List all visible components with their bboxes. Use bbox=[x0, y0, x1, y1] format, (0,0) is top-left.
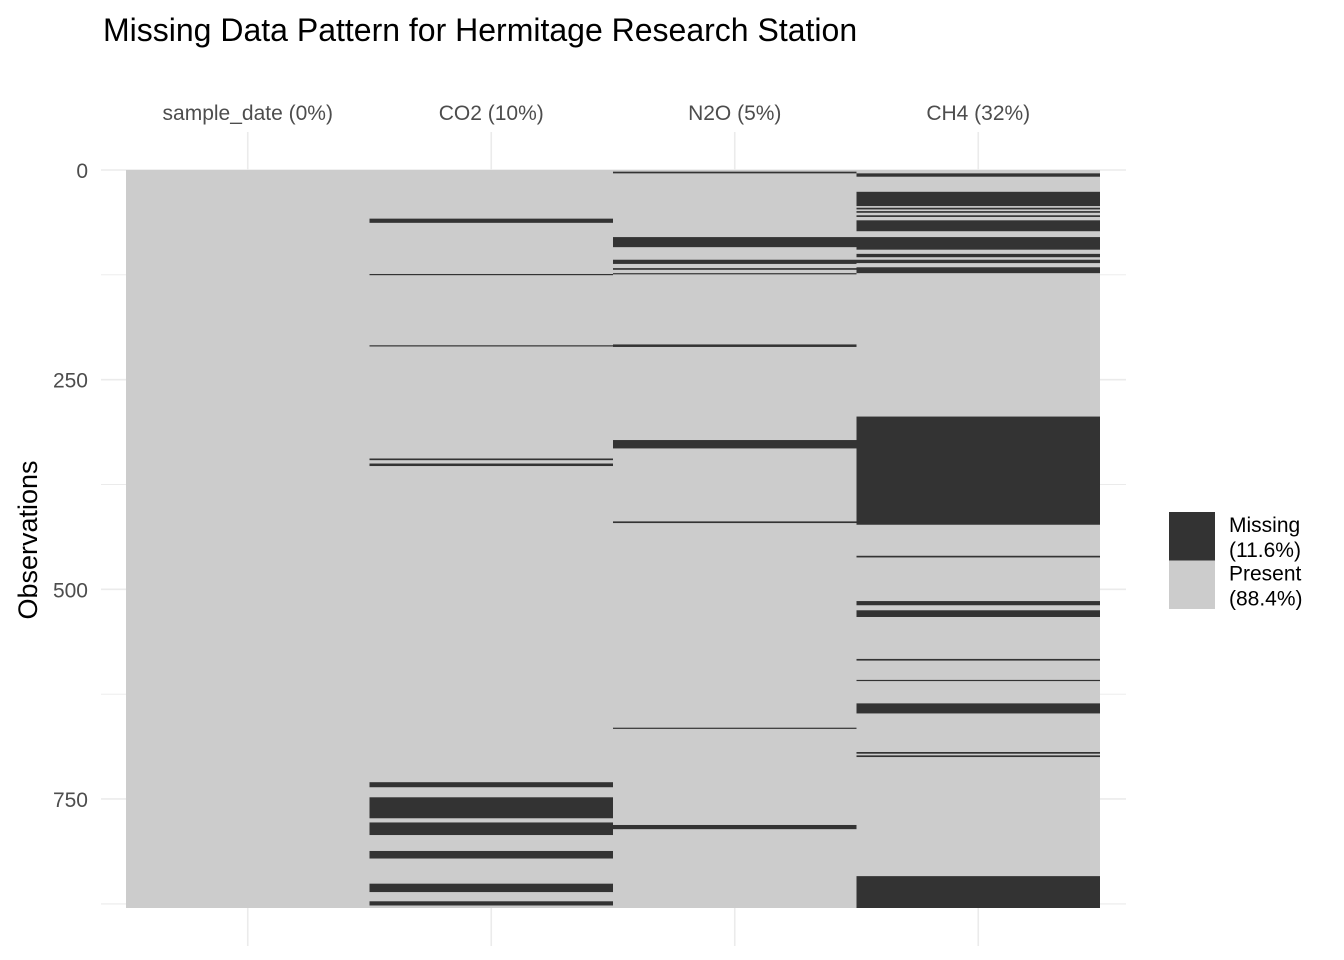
missing-cell-CH4 bbox=[856, 220, 1100, 232]
missing-cell-CH4 bbox=[856, 191, 1100, 207]
y-tick-label: 750 bbox=[53, 789, 88, 812]
missing-cell-CO2 bbox=[369, 782, 613, 788]
legend-key-present bbox=[1169, 560, 1215, 609]
missing-cell-N2O bbox=[613, 727, 857, 729]
missing-cell-N2O bbox=[613, 273, 857, 275]
missing-cell-CH4 bbox=[856, 755, 1100, 758]
missing-cell-CO2 bbox=[369, 463, 613, 467]
chart-title: Missing Data Pattern for Hermitage Resea… bbox=[103, 12, 857, 48]
missing-cell-CO2 bbox=[369, 850, 613, 859]
missing-cell-CH4 bbox=[856, 703, 1100, 714]
missing-cell-CH4 bbox=[856, 215, 1100, 217]
legend-percent-missing: (11.6%) bbox=[1229, 539, 1301, 562]
missing-cell-CH4 bbox=[856, 601, 1100, 606]
missing-cell-CH4 bbox=[856, 679, 1100, 682]
legend-label-present: Present bbox=[1229, 563, 1302, 586]
missing-cell-N2O bbox=[613, 268, 857, 270]
missing-cell-CH4 bbox=[856, 253, 1100, 258]
column-label-CO2: CO2 (10%) bbox=[439, 102, 544, 125]
missing-cell-CH4 bbox=[856, 752, 1100, 754]
legend-key-missing bbox=[1169, 512, 1215, 561]
missing-cell-N2O bbox=[613, 237, 857, 248]
missing-cell-CH4 bbox=[856, 610, 1100, 617]
missing-cell-CO2 bbox=[369, 218, 613, 223]
missing-cell-CH4 bbox=[856, 267, 1100, 274]
y-tick-label: 500 bbox=[53, 579, 88, 602]
missing-cell-N2O bbox=[613, 171, 857, 174]
missing-cell-CH4 bbox=[856, 555, 1100, 558]
missing-cell-N2O bbox=[613, 344, 857, 347]
missing-cell-CH4 bbox=[856, 658, 1100, 661]
present-cell-N2O bbox=[613, 170, 857, 908]
y-tick-label: 0 bbox=[76, 160, 88, 183]
present-cell-sample_date bbox=[126, 170, 370, 908]
heatmap-cells bbox=[126, 170, 1100, 908]
missing-cell-N2O bbox=[613, 440, 857, 449]
missing-cell-CH4 bbox=[856, 416, 1100, 525]
y-tick-label: 250 bbox=[53, 370, 88, 393]
y-axis-title: Observations bbox=[13, 460, 43, 619]
missing-cell-CO2 bbox=[369, 822, 613, 836]
missing-cell-CO2 bbox=[369, 273, 613, 276]
column-label-sample_date: sample_date (0%) bbox=[163, 102, 333, 125]
missing-cell-CH4 bbox=[856, 173, 1100, 177]
present-cell-CH4 bbox=[856, 170, 1100, 908]
legend: Missing(11.6%)Present(88.4%) bbox=[1169, 512, 1303, 611]
missing-cell-CO2 bbox=[369, 345, 613, 347]
legend-percent-present: (88.4%) bbox=[1229, 588, 1303, 611]
missing-cell-CH4 bbox=[856, 259, 1100, 264]
legend-label-missing: Missing bbox=[1229, 514, 1300, 537]
missing-cell-CO2 bbox=[369, 883, 613, 893]
missing-cell-CO2 bbox=[369, 458, 613, 461]
missing-cell-CH4 bbox=[856, 237, 1100, 250]
column-label-N2O: N2O (5%) bbox=[688, 102, 781, 125]
missing-cell-CH4 bbox=[856, 211, 1100, 213]
missing-cell-CO2 bbox=[369, 901, 613, 906]
axis-labels: sample_date (0%) CO2 (10%) N2O (5%) CH4 (32… bbox=[53, 102, 1030, 812]
missing-cell-N2O bbox=[613, 259, 857, 264]
missing-cell-N2O bbox=[613, 521, 857, 524]
missing-cell-N2O bbox=[613, 824, 857, 830]
column-label-CH4: CH4 (32%) bbox=[926, 102, 1030, 125]
missing-cell-CH4 bbox=[856, 876, 1100, 908]
missing-cell-CH4 bbox=[856, 207, 1100, 210]
missing-cell-CO2 bbox=[369, 797, 613, 819]
